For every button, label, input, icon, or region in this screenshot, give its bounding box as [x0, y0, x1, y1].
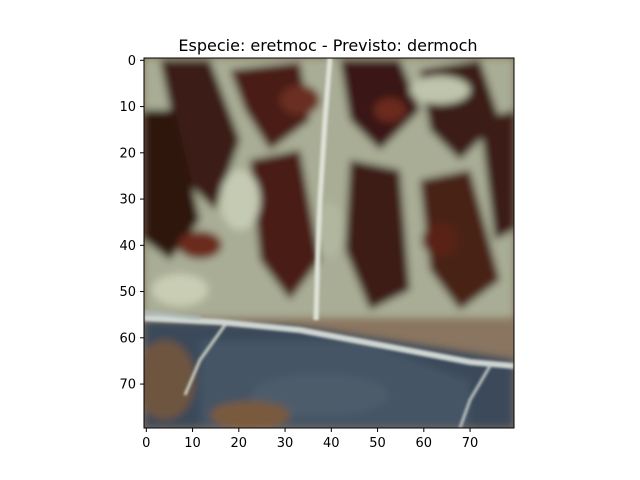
y-tick-label: 0 — [128, 54, 136, 69]
y-tick-label: 40 — [119, 239, 136, 254]
figure-title: Especie: eretmoc - Previsto: dermoch — [178, 36, 477, 55]
y-axis-ticks: 0 10 20 30 40 50 60 70 — [119, 54, 144, 393]
y-tick-label: 70 — [119, 378, 136, 393]
x-tick-label: 70 — [462, 436, 479, 451]
y-tick-label: 50 — [119, 285, 136, 300]
x-tick-label: 0 — [142, 436, 150, 451]
shell-image — [144, 58, 514, 428]
x-tick-label: 10 — [184, 436, 201, 451]
image-axes-frame — [143, 57, 515, 429]
y-tick-label: 20 — [119, 146, 136, 161]
x-axis-ticks: 0 10 20 30 40 50 60 70 — [142, 428, 478, 451]
x-tick-label: 60 — [416, 436, 433, 451]
x-tick-label: 20 — [231, 436, 248, 451]
y-tick-label: 30 — [119, 193, 136, 208]
x-tick-label: 50 — [369, 436, 386, 451]
x-tick-label: 30 — [277, 436, 294, 451]
y-tick-label: 60 — [119, 331, 136, 346]
x-tick-label: 40 — [323, 436, 340, 451]
y-tick-label: 10 — [119, 100, 136, 115]
